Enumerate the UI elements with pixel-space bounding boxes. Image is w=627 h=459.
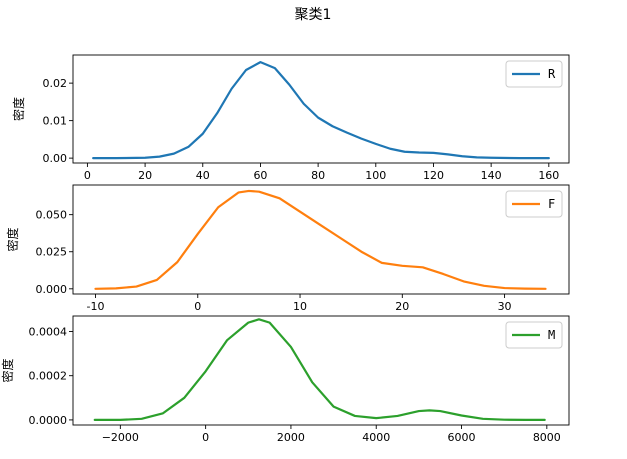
x-tick-label: 40 bbox=[196, 169, 210, 182]
x-tick-label: 60 bbox=[253, 169, 267, 182]
x-tick-label: 20 bbox=[138, 169, 152, 182]
y-axis-label: 密度 bbox=[11, 97, 26, 121]
x-tick-label: 160 bbox=[538, 169, 559, 182]
series-line-M bbox=[93, 318, 546, 422]
series-line-R bbox=[92, 61, 550, 160]
x-tick-label: 0 bbox=[84, 169, 91, 182]
y-axis-label: 密度 bbox=[5, 227, 20, 251]
y-tick-label: 0.02 bbox=[43, 77, 68, 90]
legend: F bbox=[505, 190, 563, 218]
x-tick-label: 2000 bbox=[277, 431, 305, 444]
legend-label: F bbox=[548, 197, 555, 211]
x-tick-label: 10 bbox=[293, 300, 307, 313]
series-line-F bbox=[94, 189, 547, 290]
y-tick-label: 0.000 bbox=[36, 283, 68, 296]
x-tick-label: 0 bbox=[202, 431, 209, 444]
x-tick-label: 6000 bbox=[448, 431, 476, 444]
x-tick-label: 4000 bbox=[362, 431, 390, 444]
figure-title: 聚类1 bbox=[295, 7, 332, 23]
x-tick-label: 0 bbox=[194, 300, 201, 313]
x-tick-label: 100 bbox=[365, 169, 386, 182]
x-tick-label: 8000 bbox=[533, 431, 561, 444]
legend: M bbox=[505, 321, 563, 349]
subplot-2: -10 0 10 20 30 0.000 0.025 0.050 密度 F bbox=[5, 184, 570, 313]
y-tick-label: 0.00 bbox=[43, 152, 68, 165]
plot-area bbox=[73, 316, 569, 425]
x-tick-label: −2000 bbox=[102, 431, 139, 444]
subplot-3: −2000 0 2000 4000 6000 8000 0.0000 0.0002 0.0004… bbox=[0, 315, 570, 444]
legend: R bbox=[505, 60, 563, 88]
axes-frame bbox=[72, 184, 570, 295]
plot-area bbox=[73, 55, 569, 163]
legend-label: R bbox=[548, 67, 556, 81]
axes-frame bbox=[72, 315, 570, 426]
x-tick-label: 120 bbox=[423, 169, 444, 182]
x-tick-label: 20 bbox=[395, 300, 409, 313]
x-tick-label: -10 bbox=[87, 300, 105, 313]
y-tick-label: 0.0004 bbox=[29, 325, 68, 338]
y-axis-label: 密度 bbox=[0, 358, 15, 382]
subplot-1: 0 20 40 60 80 100 120 140 160 0.00 0.01 0.02 密度 R bbox=[11, 54, 570, 182]
y-tick-label: 0.050 bbox=[36, 209, 68, 222]
y-tick-label: 0.025 bbox=[36, 246, 68, 259]
x-tick-label: 30 bbox=[498, 300, 512, 313]
axes-frame bbox=[72, 54, 570, 164]
x-tick-label: 80 bbox=[311, 169, 325, 182]
y-tick-label: 0.01 bbox=[43, 115, 68, 128]
y-tick-label: 0.0000 bbox=[29, 414, 68, 427]
plot-area bbox=[73, 185, 569, 294]
y-tick-label: 0.0002 bbox=[29, 370, 68, 383]
x-tick-label: 140 bbox=[481, 169, 502, 182]
legend-label: M bbox=[548, 328, 555, 342]
